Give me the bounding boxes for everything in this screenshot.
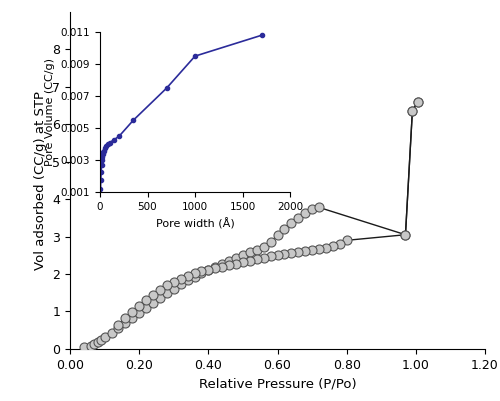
Y-axis label: Pore Volume (CC/g): Pore Volume (CC/g) xyxy=(45,58,55,166)
X-axis label: Pore width (Å): Pore width (Å) xyxy=(156,218,234,229)
Y-axis label: Vol adsorbed (CC/g) at STP: Vol adsorbed (CC/g) at STP xyxy=(34,91,46,270)
X-axis label: Relative Pressure (P/Po): Relative Pressure (P/Po) xyxy=(198,377,356,390)
